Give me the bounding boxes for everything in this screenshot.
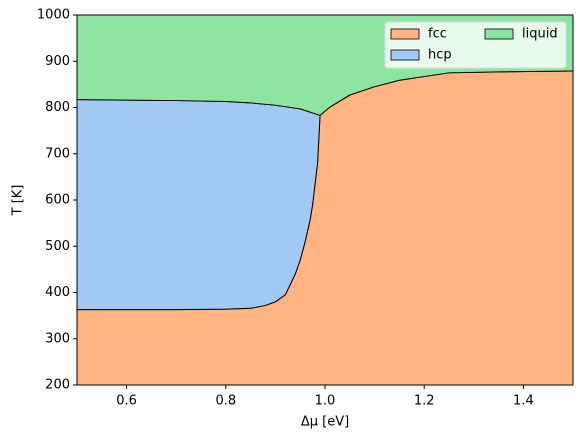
phase-boundary [76, 70, 574, 116]
phase-region [77, 99, 321, 310]
y-tick-label: 300 [45, 331, 70, 346]
y-tick-label: 500 [45, 239, 70, 254]
legend-swatch [390, 49, 420, 61]
y-tick-label: 800 [45, 100, 70, 115]
x-tick-label: 1.4 [513, 394, 534, 409]
x-tick-label: 1.2 [414, 394, 435, 409]
y-tick-label: 900 [45, 54, 70, 69]
legend-swatch [390, 28, 420, 40]
y-tick-label: 700 [45, 146, 70, 161]
x-tick-label: 0.8 [215, 394, 236, 409]
x-tick-label: 1.0 [315, 394, 336, 409]
x-axis-label: Δμ [eV] [301, 415, 349, 430]
y-axis-label: T [K] [11, 185, 26, 217]
y-tick-label: 200 [45, 378, 70, 393]
y-tick-label: 400 [45, 285, 70, 300]
legend-swatch [484, 28, 514, 40]
legend-label: fcc [428, 27, 447, 42]
y-tick-label: 1000 [37, 8, 70, 23]
legend: fcc hcp liquid [384, 21, 567, 69]
phase-region [77, 70, 573, 386]
legend-label: liquid [522, 27, 558, 42]
legend-label: hcp [428, 48, 452, 63]
y-tick-label: 600 [45, 193, 70, 208]
legend-box [384, 21, 567, 69]
x-tick-label: 0.6 [116, 394, 137, 409]
